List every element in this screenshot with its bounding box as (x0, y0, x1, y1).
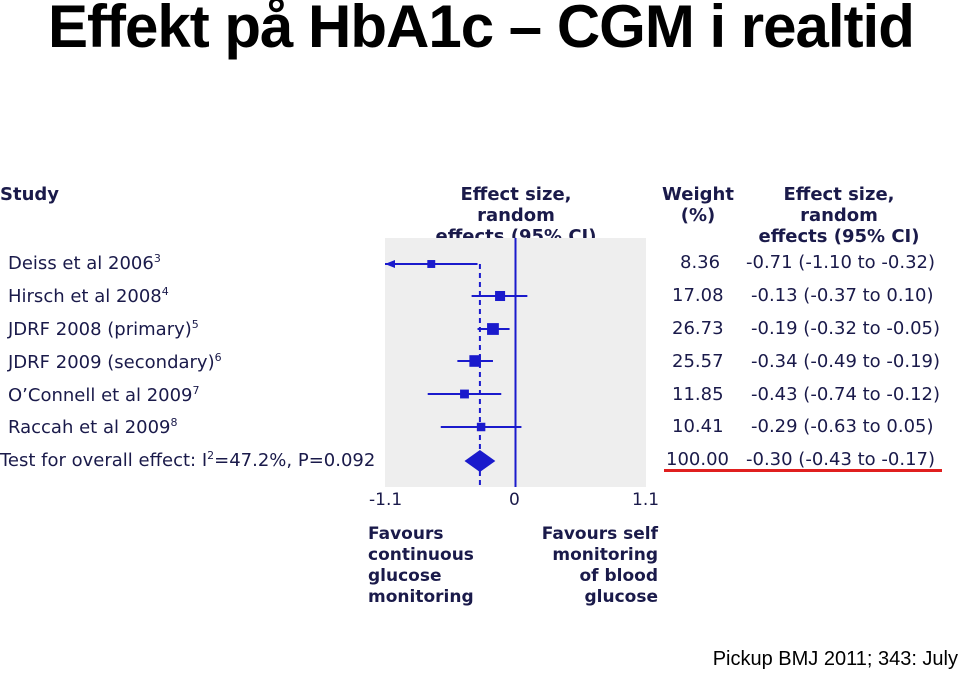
study-column-header: Study (0, 184, 60, 205)
favours-right-line: glucose (584, 587, 658, 607)
study-label: Hirsch et al 20084 (8, 285, 169, 307)
favours-left-line: glucose (368, 566, 442, 586)
favours-right-line: monitoring (552, 545, 658, 565)
x-tick-label: 0 (509, 490, 520, 510)
weight-value: 10.41 (672, 416, 724, 437)
point-estimate-square (495, 290, 506, 302)
weight-value: 11.85 (672, 384, 724, 405)
effect-value: -0.71 (-1.10 to -0.32) (746, 252, 935, 273)
weight-value: 25.57 (672, 351, 724, 372)
weight-header-line-1: Weight (662, 184, 734, 205)
overall-effect-label: Test for overall effect: I2=47.2%, P=0.0… (0, 449, 376, 471)
point-estimate-square (427, 260, 436, 268)
study-label: Deiss et al 20063 (8, 252, 161, 274)
effect-header-line-2: effects (95% CI) (758, 226, 920, 247)
favours-right-label: Favours self monitoring of blood glucose (520, 524, 658, 608)
study-label: JDRF 2008 (primary)5 (8, 318, 199, 340)
favours-left-line: monitoring (368, 587, 474, 607)
favours-right-line: of blood (579, 566, 658, 586)
favours-left-line: Favours (368, 524, 444, 544)
weight-value: 17.08 (672, 285, 724, 306)
weight-value: 26.73 (672, 318, 724, 339)
overall-effect-value: -0.30 (-0.43 to -0.17) (746, 449, 935, 470)
citation: Pickup BMJ 2011; 343: July (712, 648, 958, 670)
effect-value: -0.13 (-0.37 to 0.10) (751, 285, 934, 306)
effect-value: -0.34 (-0.49 to -0.19) (751, 351, 940, 372)
ci-arrow-left (385, 260, 395, 268)
effect-value: -0.19 (-0.32 to -0.05) (751, 318, 940, 339)
favours-right-line: Favours self (541, 524, 658, 544)
effect-column-header: Effect size, random effects (95% CI) (750, 184, 928, 247)
point-estimate-square (469, 355, 481, 367)
overall-weight-value: 100.00 (666, 449, 729, 470)
favours-left-line: continuous (368, 545, 474, 565)
x-tick-label: 1.1 (632, 490, 660, 510)
point-estimate-square (460, 389, 469, 399)
study-label: Raccah et al 20098 (8, 416, 178, 438)
slide-title: Effekt på HbA1c – CGM i realtid (48, 0, 915, 60)
study-label: O’Connell et al 20097 (8, 384, 200, 406)
overall-diamond (464, 450, 496, 472)
effect-value: -0.29 (-0.63 to 0.05) (751, 416, 934, 437)
weight-column-header: Weight (%) (662, 184, 734, 226)
effect-header-line-1: Effect size, random (783, 184, 895, 226)
study-label: JDRF 2009 (secondary)6 (8, 351, 222, 373)
plot-header-line-1: Effect size, random (460, 184, 572, 226)
x-tick-label: -1.1 (369, 490, 403, 510)
favours-left-label: Favours continuous glucose monitoring (368, 524, 474, 608)
point-estimate-square (476, 422, 486, 432)
effect-value: -0.43 (-0.74 to -0.12) (751, 384, 940, 405)
highlight-underline (664, 469, 942, 472)
weight-value: 8.36 (680, 252, 721, 273)
weight-header-line-2: (%) (680, 205, 716, 226)
point-estimate-square (487, 323, 499, 335)
